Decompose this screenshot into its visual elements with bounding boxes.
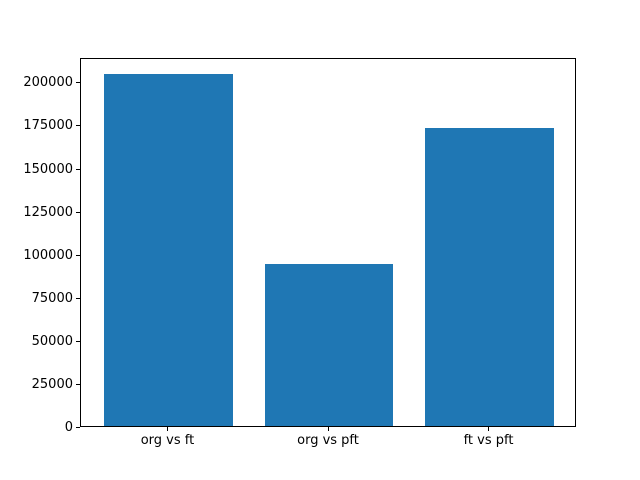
bar-ft-vs-pft	[425, 128, 554, 427]
y-axis-tick-label: 150000	[23, 161, 73, 177]
y-axis-tick-label: 25000	[31, 376, 73, 392]
plot-area	[80, 57, 576, 428]
bar-org-vs-pft	[264, 263, 394, 427]
y-axis-tick-mark	[76, 383, 80, 385]
y-axis-tick-mark	[76, 82, 80, 84]
y-axis-tick-label: 100000	[23, 247, 73, 263]
y-axis-tick-label: 125000	[23, 204, 73, 220]
y-axis-tick-label: 175000	[23, 118, 73, 134]
y-axis-tick-mark	[76, 168, 80, 170]
x-axis-tick-mark	[488, 427, 490, 432]
y-axis-tick-mark	[76, 340, 80, 342]
x-axis-tick-label: org vs pft	[297, 433, 359, 449]
x-axis-tick-label: org vs ft	[140, 433, 195, 449]
x-axis-tick-label: ft vs pft	[463, 433, 514, 449]
x-axis-tick-mark	[327, 427, 329, 432]
x-axis-tick-mark	[166, 427, 168, 432]
y-axis-tick-label: 200000	[23, 75, 73, 91]
y-axis-tick-mark	[76, 297, 80, 299]
bar-org-vs-ft	[104, 74, 233, 427]
y-axis-tick-mark	[76, 426, 80, 428]
y-axis-tick-mark	[76, 254, 80, 256]
y-axis-tick-mark	[76, 125, 80, 127]
y-axis-tick-label: 50000	[31, 333, 73, 349]
y-axis-tick-mark	[76, 211, 80, 213]
y-axis-tick-label: 75000	[31, 290, 73, 306]
y-axis-tick-label: 0	[64, 419, 73, 435]
